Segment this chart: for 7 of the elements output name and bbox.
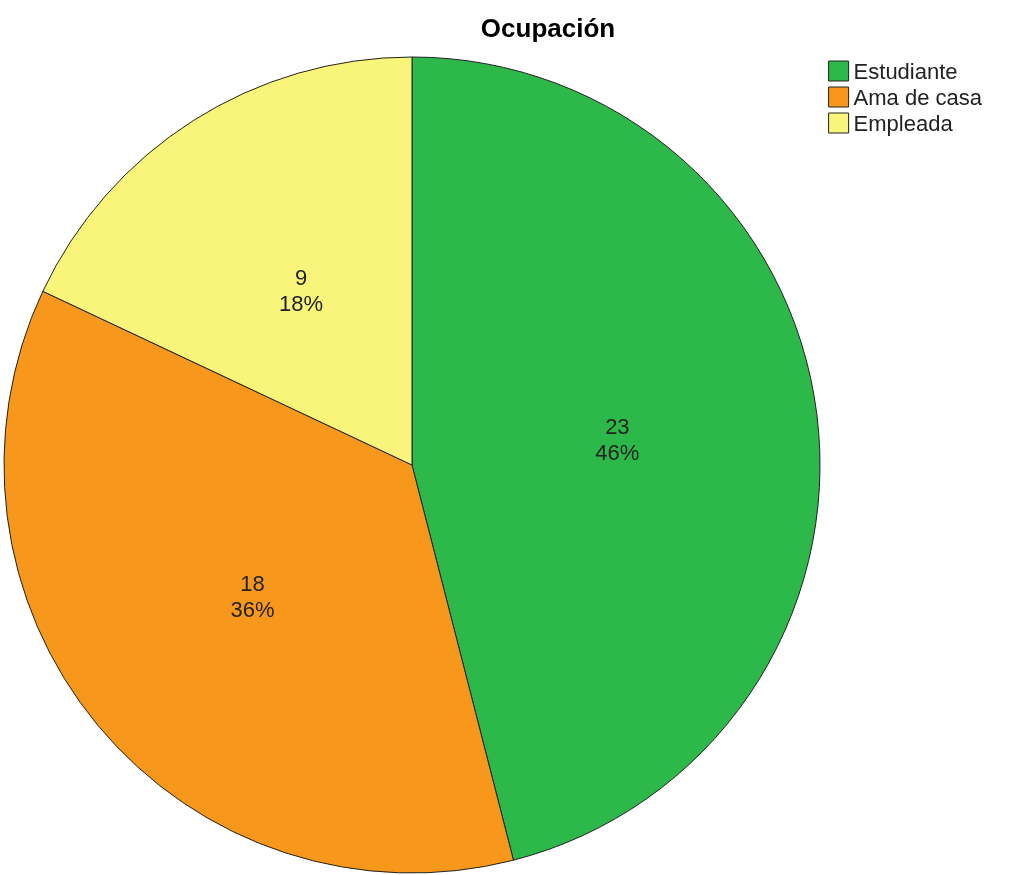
data-label: 23 46% (595, 413, 640, 465)
legend-label: Empleada (853, 110, 954, 136)
legend-label: Estudiante (853, 58, 958, 84)
legend-label: Ama de casa (853, 84, 983, 110)
chart-title: Ocupación (480, 13, 616, 43)
data-label: 9 18% (279, 264, 324, 316)
data-label: 18 36% (230, 571, 275, 623)
